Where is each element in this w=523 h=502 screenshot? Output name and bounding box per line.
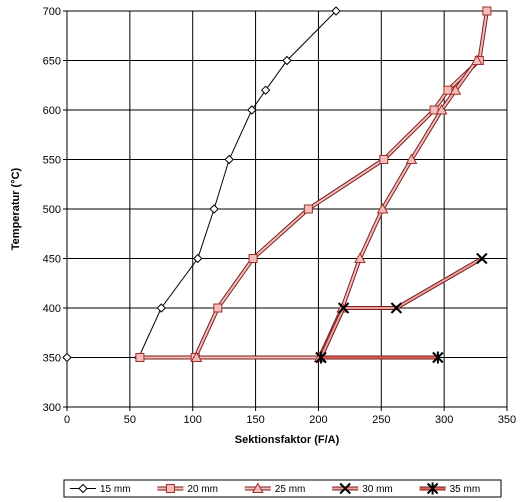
data-point <box>260 85 271 95</box>
data-point-stroke <box>476 252 488 265</box>
data-point <box>78 483 88 494</box>
data-point <box>449 84 462 95</box>
series-line <box>320 257 483 358</box>
data-point <box>165 484 175 493</box>
series <box>62 6 341 363</box>
data-point <box>476 252 488 265</box>
y-tick-label: 700 <box>43 6 61 18</box>
y-tick-label: 650 <box>43 56 61 68</box>
data-point <box>156 303 166 313</box>
data-point <box>354 252 366 263</box>
data-point <box>390 302 403 314</box>
x-tick-label: 150 <box>246 414 264 426</box>
data-point <box>315 351 327 364</box>
series <box>135 6 492 362</box>
legend-label: 25 mm <box>275 484 306 495</box>
data-point <box>376 202 389 214</box>
x-axis-title: Sektionsfaktor (F/A) <box>235 434 340 446</box>
x-tick-label: 100 <box>184 414 202 426</box>
y-tick-label: 550 <box>43 155 61 167</box>
data-point <box>247 105 257 115</box>
data-point <box>62 352 72 363</box>
data-point <box>470 54 483 65</box>
data-point <box>251 482 264 493</box>
legend-item: 35 mm <box>419 482 481 495</box>
y-axis-title: Temperatur (°C) <box>10 167 22 250</box>
legend-item: 30 mm <box>332 482 393 495</box>
data-point <box>379 155 389 164</box>
data-point <box>213 303 223 313</box>
data-point <box>426 482 439 495</box>
legend-item: 25 mm <box>244 482 306 495</box>
series-line <box>67 10 337 358</box>
legend-label: 30 mm <box>362 484 393 495</box>
data-point <box>248 254 258 263</box>
series-layer <box>62 6 492 364</box>
legend-item: 20 mm <box>157 484 218 495</box>
data-point <box>443 85 453 95</box>
data-point <box>190 351 203 362</box>
data-point <box>405 153 418 164</box>
data-point <box>331 6 341 16</box>
legend-label: 35 mm <box>450 484 481 495</box>
y-tick-label: 400 <box>43 303 61 315</box>
series <box>315 351 444 364</box>
data-point <box>224 154 234 165</box>
y-axis: 300 350 400 450 500 550 600 650 700 <box>43 6 67 414</box>
series-line <box>139 10 488 359</box>
x-tick-label: 200 <box>309 414 327 426</box>
data-point <box>193 253 203 264</box>
grid <box>66 10 508 408</box>
data-point <box>337 302 350 314</box>
legend-item: 15 mm <box>70 483 131 495</box>
data-point-stroke <box>339 482 351 495</box>
y-tick-label: 350 <box>43 353 61 365</box>
data-point-stroke <box>390 302 403 314</box>
y-tick-label: 500 <box>43 204 61 216</box>
x-tick-label: 350 <box>498 414 516 426</box>
data-point <box>282 55 292 66</box>
legend: 15 mm 20 mm 25 mm 30 mm 35 mm <box>63 479 502 498</box>
data-point <box>435 103 448 115</box>
x-tick-label: 50 <box>124 414 136 426</box>
series-line-outline <box>139 10 489 360</box>
data-point <box>432 351 444 364</box>
data-point-stroke <box>337 302 350 314</box>
legend-label: 20 mm <box>187 484 218 495</box>
data-point <box>303 204 313 214</box>
y-tick-label: 600 <box>43 105 61 117</box>
data-point <box>339 482 351 495</box>
data-point <box>209 204 219 214</box>
y-tick-label: 450 <box>43 254 61 266</box>
x-axis: 0 50 100 150 200 250 300 350 <box>64 407 516 426</box>
y-tick-label: 300 <box>43 402 61 414</box>
x-tick-label: 300 <box>435 414 453 426</box>
x-tick-label: 250 <box>372 414 390 426</box>
legend-label: 15 mm <box>100 484 131 495</box>
data-point <box>482 6 492 16</box>
x-tick-label: 0 <box>64 414 70 426</box>
data-point <box>429 105 439 115</box>
data-point <box>135 353 145 362</box>
